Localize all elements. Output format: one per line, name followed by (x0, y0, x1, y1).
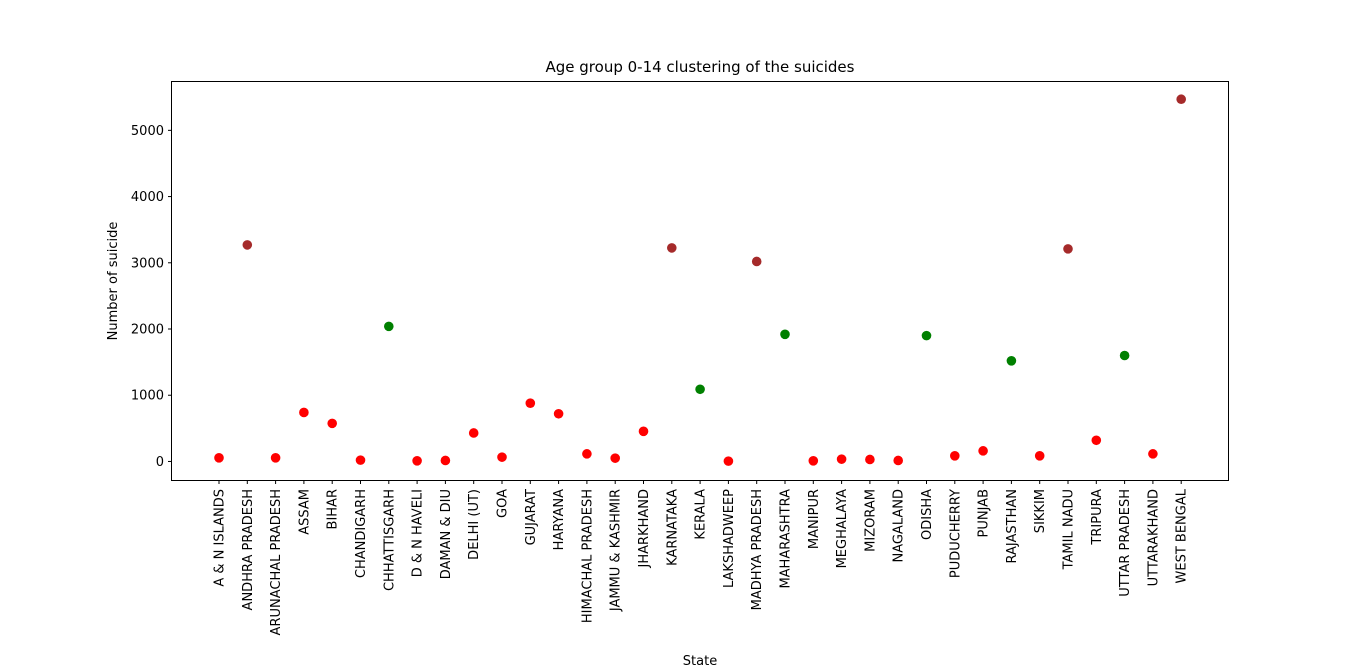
scatter-point (242, 240, 253, 250)
y-tick-label: 1000 (131, 389, 164, 404)
x-tick-label: A & N ISLANDS (213, 489, 228, 587)
scatter-point (1119, 350, 1130, 361)
scatter-point (1063, 244, 1073, 254)
scatter-point (1176, 94, 1186, 105)
x-tick-label: MAHARASHTRA (779, 489, 794, 589)
scatter-point (468, 428, 479, 438)
x-tick-label: ASSAM (297, 489, 312, 535)
scatter-point (384, 321, 394, 332)
y-axis-label: Number of suicide (106, 222, 121, 341)
x-tick-label: DAMAN & DIU (439, 489, 454, 579)
x-tick-label: KERALA (694, 489, 709, 540)
x-tick-label: TAMIL NADU (1062, 489, 1077, 570)
x-axis-ticks: A & N ISLANDS ANDHRA PRADESH ARUNACHAL PRA… (213, 480, 1190, 635)
x-tick-label: SIKKIM (1033, 489, 1048, 533)
x-tick-label: NAGALAND (892, 489, 907, 563)
x-tick-label: ANDHRA PRADESH (241, 489, 256, 610)
scatter-point (412, 455, 422, 466)
data-points (214, 94, 1186, 466)
y-tick-label: 3000 (131, 256, 164, 271)
scatter-point (667, 243, 677, 253)
x-tick-label: PUNJAB (977, 489, 992, 538)
scatter-point (355, 455, 366, 465)
x-tick-label: TRIPURA (1090, 489, 1105, 546)
x-tick-label: GUJARAT (524, 489, 539, 545)
x-tick-label: UTTARAKHAND (1146, 489, 1161, 586)
scatter-point (921, 330, 932, 341)
scatter-point (780, 329, 790, 340)
x-tick-label: MIZORAM (863, 489, 878, 552)
plot-frame (171, 81, 1229, 481)
x-tick-label: ARUNACHAL PRADESH (269, 489, 284, 635)
scatter-point (1091, 435, 1102, 446)
scatter-point (582, 449, 592, 459)
scatter-point (553, 408, 564, 419)
y-tick-label: 2000 (131, 323, 164, 338)
x-tick-label: KARNATAKA (665, 489, 680, 566)
chart-title: Age group 0-14 clustering of the suicide… (546, 58, 855, 76)
scatter-point (440, 455, 451, 466)
x-tick-label: ODISHA (920, 489, 935, 540)
x-tick-label: DELHI (UT) (467, 489, 482, 560)
x-tick-label: CHHATTISGARH (382, 489, 397, 591)
scatter-point (893, 455, 903, 466)
x-tick-label: D & N HAVELI (411, 489, 426, 577)
scatter-point (978, 446, 988, 456)
x-tick-label: HIMACHAL PRADESH (580, 489, 595, 623)
scatter-point (525, 398, 536, 408)
scatter-point (1148, 449, 1158, 459)
x-tick-label: BIHAR (326, 489, 341, 529)
scatter-point (327, 418, 338, 429)
scatter-point (751, 256, 762, 267)
x-tick-label: WEST BENGAL (1175, 488, 1190, 583)
scatter-point (950, 451, 960, 461)
scatter-point (836, 454, 847, 464)
x-tick-label: UTTAR PRADESH (1118, 489, 1133, 597)
x-tick-label: MANIPUR (807, 489, 822, 549)
scatter-point (214, 453, 224, 463)
x-tick-label: GOA (496, 489, 511, 518)
scatter-point (497, 452, 507, 462)
scatter-point (695, 384, 705, 395)
y-tick-label: 4000 (131, 190, 164, 205)
scatter-point (299, 407, 309, 418)
y-tick-label: 0 (156, 455, 164, 470)
scatter-point (638, 426, 649, 437)
x-tick-label: MEGHALAYA (835, 489, 850, 569)
scatter-point (723, 456, 734, 466)
scatter-point (610, 453, 620, 463)
scatter-point (1006, 355, 1017, 366)
x-tick-label: LAKSHADWEEP (722, 489, 737, 588)
x-tick-label: RAJASTHAN (1005, 489, 1020, 563)
scatter-point (808, 455, 819, 466)
x-tick-label: HARYANA (552, 489, 567, 550)
scatter-point (270, 453, 281, 463)
x-tick-label: MADHYA PRADESH (750, 489, 765, 610)
scatter-point (1034, 451, 1045, 461)
x-tick-label: PUDUCHERRY (948, 489, 963, 578)
x-tick-label: JAMMU & KASHMIR (609, 489, 624, 612)
scatter-point (865, 454, 875, 465)
x-tick-label: CHANDIGARH (354, 489, 369, 578)
y-axis-ticks: 0 1000 2000 3000 4000 5000 (131, 124, 172, 470)
y-tick-label: 5000 (131, 124, 164, 139)
x-tick-label: JHARKHAND (637, 489, 652, 568)
x-axis-label: State (683, 654, 717, 669)
